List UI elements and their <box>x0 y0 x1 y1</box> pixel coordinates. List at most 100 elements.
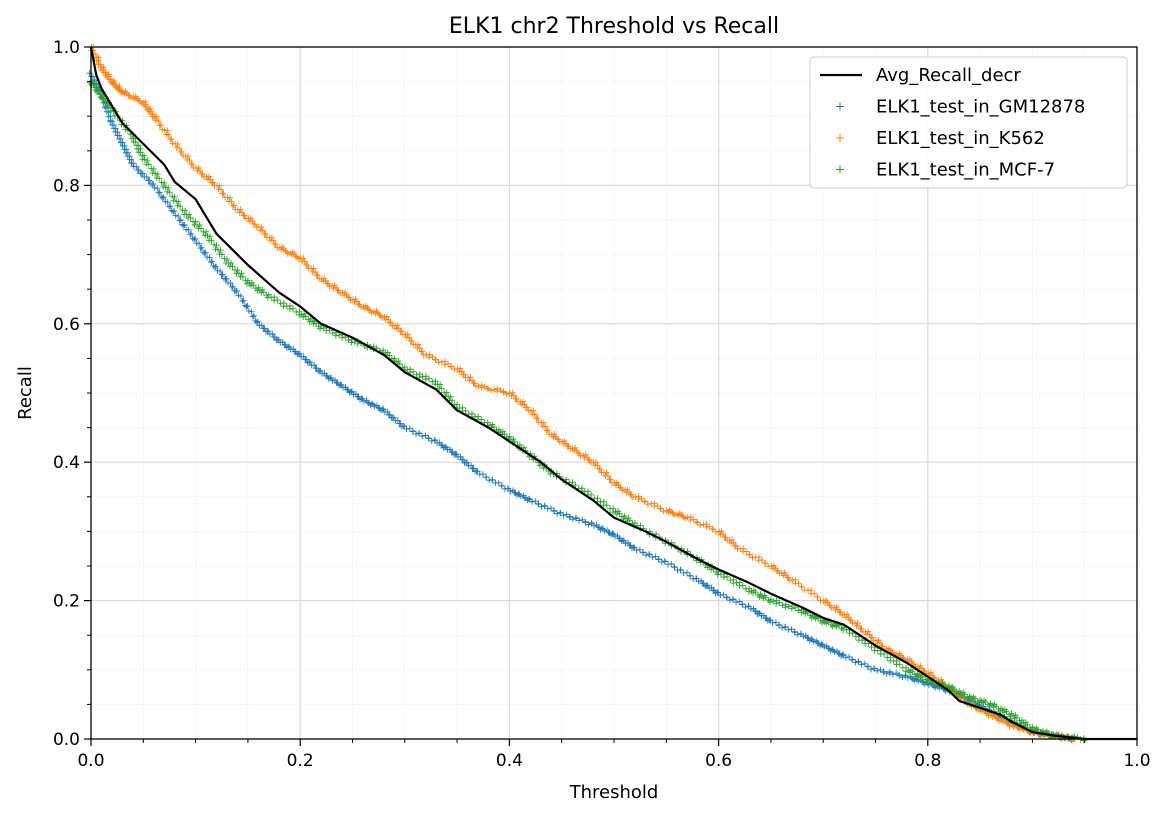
scatter-point <box>588 491 595 498</box>
scatter-point <box>747 606 754 613</box>
scatter-point <box>473 468 480 475</box>
scatter-point <box>588 519 595 526</box>
scatter-point <box>531 411 538 418</box>
scatter-point <box>426 354 433 361</box>
scatter-point <box>907 673 914 680</box>
scatter-point <box>303 261 310 268</box>
scatter-point <box>218 251 225 258</box>
scatter-point <box>639 549 646 556</box>
scatter-point <box>613 479 620 486</box>
scatter-point <box>749 589 756 596</box>
scatter-point <box>269 330 276 337</box>
scatter-point <box>588 459 595 466</box>
scatter-point <box>758 612 765 619</box>
scatter-point <box>695 578 702 585</box>
scatter-point <box>132 138 139 145</box>
scatter-point <box>769 619 776 626</box>
scatter-point <box>166 189 173 196</box>
scatter-point <box>155 118 162 125</box>
legend-label: ELK1_test_in_MCF-7 <box>876 160 1055 181</box>
scatter-point <box>560 440 567 447</box>
scatter-point <box>782 623 789 630</box>
scatter-point <box>235 292 242 299</box>
axis-ticks: 0.0 0.2 0.4 0.6 0.8 1.0 0.0 0.2 0.4 0.6 0.8 1.0 <box>53 38 1151 771</box>
scatter-point <box>641 498 648 505</box>
scatter-point <box>238 209 245 216</box>
scatter-point <box>772 619 779 626</box>
scatter-point <box>167 203 174 210</box>
y-tick-label: 0.8 <box>53 176 80 196</box>
y-tick-label: 0.4 <box>53 453 80 473</box>
scatter-point <box>773 600 780 607</box>
scatter-point <box>565 443 572 450</box>
scatter-point <box>489 476 496 483</box>
scatter-point <box>661 558 668 565</box>
scatter-point <box>683 569 690 576</box>
scatter-point <box>575 449 582 456</box>
scatter-point <box>866 631 873 638</box>
scatter-point <box>886 668 893 675</box>
scatter-point <box>134 167 141 174</box>
scatter-point <box>240 297 247 304</box>
scatter-point <box>204 232 211 239</box>
scatter-point <box>250 282 257 289</box>
scatter-point <box>171 193 178 200</box>
scatter-point <box>654 502 661 509</box>
scatter-point <box>512 395 519 402</box>
scatter-point <box>210 262 217 269</box>
scatter-point <box>218 271 225 278</box>
scatter-point <box>484 385 491 392</box>
scatter-point <box>709 525 716 532</box>
scatter-point <box>1003 720 1010 727</box>
scatter-point <box>591 522 598 529</box>
scatter-point <box>416 345 423 352</box>
scatter-point <box>823 597 830 604</box>
scatter-point <box>209 258 216 265</box>
scatter-point <box>597 526 604 533</box>
scatter-point <box>195 164 202 171</box>
scatter-point <box>206 254 213 261</box>
scatter-point <box>294 351 301 358</box>
scatter-point <box>1018 717 1025 724</box>
scatter-point <box>277 339 284 346</box>
scatter-point <box>802 610 809 617</box>
scatter-point <box>658 559 665 566</box>
scatter-point <box>478 416 485 423</box>
scatter-point <box>832 606 839 613</box>
scatter-point <box>445 360 452 367</box>
scatter-point <box>625 515 632 522</box>
scatter-point <box>438 358 445 365</box>
scatter-point <box>1007 713 1014 720</box>
scatter-point <box>547 505 554 512</box>
y-tick-label: 0.2 <box>53 592 80 612</box>
scatter-point <box>797 630 804 637</box>
scatter-point <box>792 604 799 611</box>
scatter-point <box>745 603 752 610</box>
scatter-point <box>183 226 190 233</box>
scatter-point <box>756 593 763 600</box>
scatter-point <box>762 614 769 621</box>
scatter-point <box>323 372 330 379</box>
scatter-point <box>361 305 368 312</box>
scatter-point <box>829 623 836 630</box>
scatter-point <box>364 399 371 406</box>
scatter-point <box>163 131 170 138</box>
scatter-point <box>1016 717 1023 724</box>
scatter-point <box>349 389 356 396</box>
scatter-point <box>655 556 662 563</box>
scatter-point <box>159 194 166 201</box>
scatter-point <box>337 290 344 297</box>
scatter-point <box>333 379 340 386</box>
scatter-point <box>247 282 254 289</box>
scatter-point <box>567 445 574 452</box>
scatter-point <box>704 582 711 589</box>
scatter-point <box>187 215 194 222</box>
scatter-point <box>854 619 861 626</box>
scatter-point <box>503 391 510 398</box>
scatter-point <box>419 373 426 380</box>
scatter-point <box>990 704 997 711</box>
scatter-point <box>812 615 819 622</box>
scatter-point <box>255 284 262 291</box>
scatter-point <box>422 432 429 439</box>
scatter-point <box>155 189 162 196</box>
